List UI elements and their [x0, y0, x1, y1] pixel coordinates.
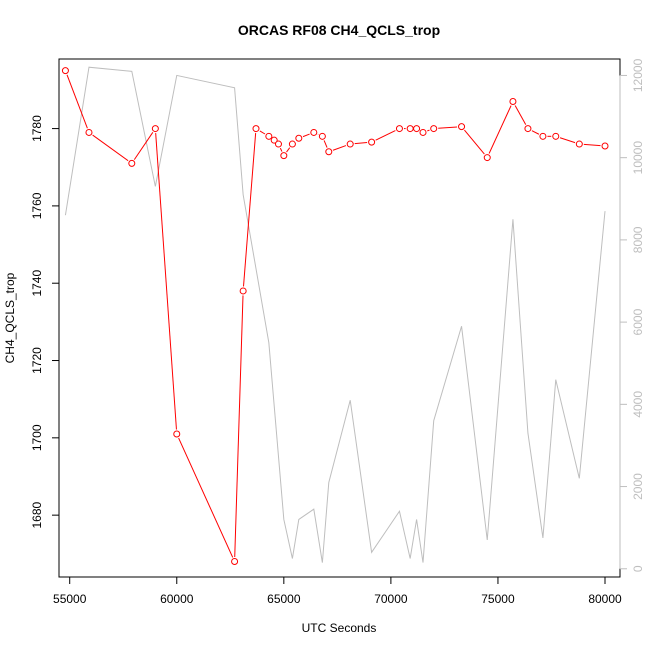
x-axis: 55000 60000 65000 70000 75000 80000 [53, 576, 622, 606]
y-axis-label: CH4_QCLS_trop [3, 272, 17, 363]
x-tick-label: 60000 [160, 592, 194, 606]
data-point [575, 140, 583, 148]
data-point [280, 152, 288, 160]
series-segment [92, 134, 129, 162]
series-segment [133, 132, 154, 160]
y-tick-label-right: 6000 [631, 308, 645, 335]
series-segment [583, 143, 601, 147]
data-point [368, 138, 376, 146]
series-segment [427, 129, 430, 132]
data-point [85, 128, 93, 136]
plot-frame [58, 58, 621, 578]
data-point [539, 132, 547, 140]
data-point [128, 159, 136, 167]
x-tick-label: 75000 [481, 592, 515, 606]
data-point [483, 154, 491, 162]
y-tick-label-left: 1700 [30, 424, 44, 451]
series-segment [243, 133, 257, 287]
data-point [419, 128, 427, 136]
series-segment [279, 147, 283, 152]
data-point [325, 148, 333, 156]
data-point [252, 125, 260, 133]
series-segment [323, 140, 328, 148]
series-segment [332, 145, 347, 151]
y-tick-label-right: 12000 [631, 58, 645, 92]
series-segment [354, 142, 368, 145]
y-tick-label-left: 1740 [30, 270, 44, 297]
data-point [395, 125, 403, 133]
data-point [173, 430, 181, 438]
x-axis-label: UTC Seconds [302, 621, 377, 635]
series-segment [464, 129, 485, 155]
data-point [310, 128, 318, 136]
y-tick-label-right: 0 [631, 565, 645, 572]
primary-series [61, 67, 609, 566]
data-point [318, 132, 326, 140]
data-point [288, 140, 296, 148]
data-point [270, 136, 278, 144]
data-point [239, 287, 247, 295]
data-point [458, 123, 466, 131]
x-tick-label: 65000 [267, 592, 301, 606]
chart-title: ORCAS RF08 CH4_QCLS_trop [238, 22, 440, 38]
data-point [231, 558, 239, 566]
data-point [601, 142, 609, 150]
data-point [61, 67, 69, 75]
data-point [413, 125, 421, 133]
x-tick-label: 80000 [588, 592, 622, 606]
series-segment [66, 74, 88, 129]
x-tick-label: 70000 [374, 592, 408, 606]
y-tick-label-left: 1720 [30, 347, 44, 374]
series-segment [259, 130, 266, 135]
series-segment [178, 437, 234, 558]
data-point [265, 132, 273, 140]
data-point [524, 125, 532, 133]
series-segment [155, 133, 177, 430]
x-tick-label: 55000 [53, 592, 87, 606]
secondary-series [64, 66, 606, 563]
series-segment [375, 130, 396, 141]
y-tick-label-left: 1680 [30, 501, 44, 528]
y-tick-label-right: 10000 [631, 141, 645, 175]
series-line [64, 66, 606, 563]
series-segment [531, 130, 540, 135]
data-point [509, 98, 517, 106]
series-segment [438, 126, 458, 129]
y-tick-label-left: 1780 [30, 115, 44, 142]
data-point [346, 140, 354, 148]
series-segment [488, 105, 512, 154]
y-tick-label-left: 1760 [30, 192, 44, 219]
y-axis-left: 1680 1700 1720 1740 1760 1780 [30, 115, 60, 529]
y-tick-label-right: 8000 [631, 226, 645, 253]
data-point [295, 134, 303, 142]
data-point [151, 125, 159, 133]
data-point [406, 125, 414, 133]
data-point [430, 125, 438, 133]
series-segment [234, 295, 244, 558]
series-segment [514, 105, 527, 125]
series-segment [286, 147, 291, 153]
y-axis-right: 0 2000 4000 6000 8000 10000 12000 [619, 58, 645, 572]
series-segment [302, 133, 310, 138]
series-segment [559, 137, 576, 144]
data-point [274, 140, 282, 148]
y-tick-label-right: 4000 [631, 391, 645, 418]
data-point [552, 132, 560, 140]
y-tick-label-right: 2000 [631, 473, 645, 500]
